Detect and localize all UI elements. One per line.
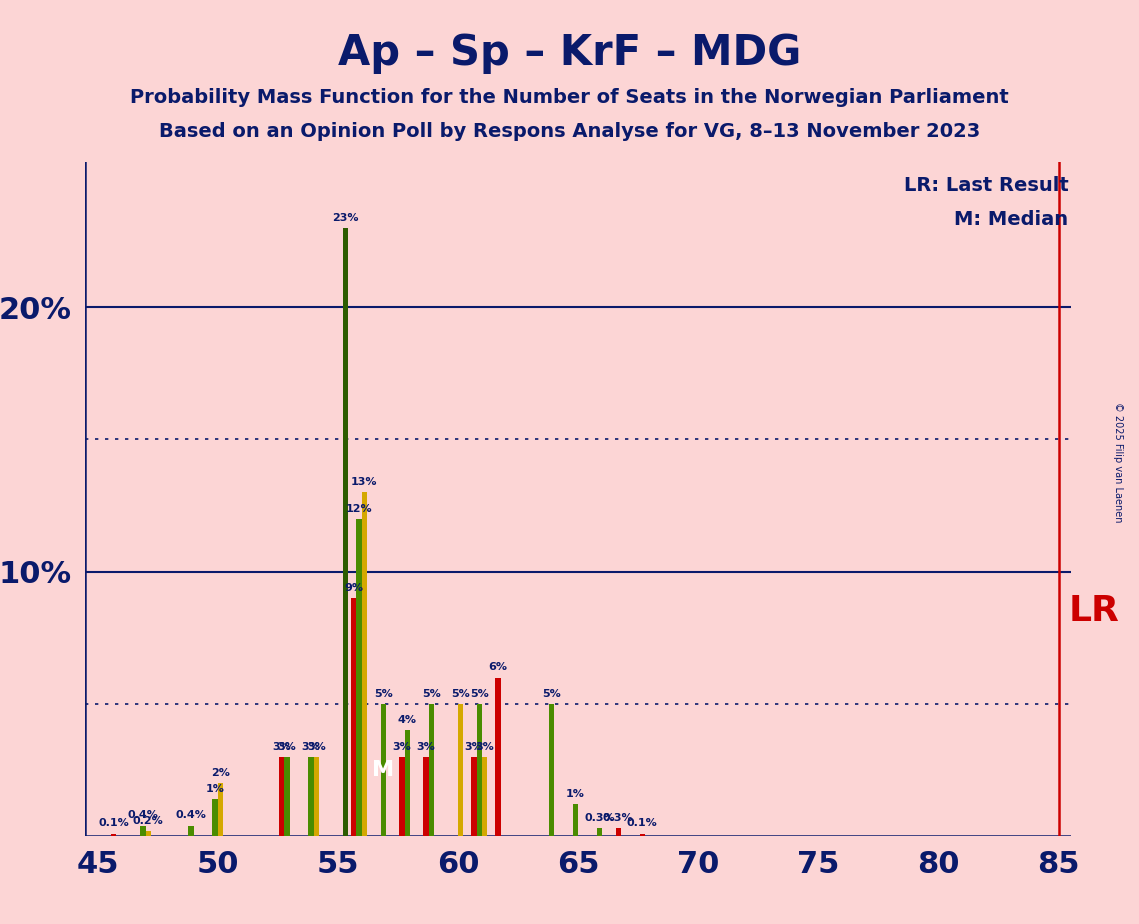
Bar (476, 704, 482, 836)
Bar (351, 598, 357, 836)
Bar (615, 828, 621, 836)
Text: 0.3%: 0.3% (603, 813, 633, 823)
Text: Based on an Opinion Poll by Respons Analyse for VG, 8–13 November 2023: Based on an Opinion Poll by Respons Anal… (158, 122, 981, 141)
Text: 5%: 5% (470, 688, 489, 699)
Bar (472, 757, 476, 836)
Text: 3%: 3% (475, 742, 494, 751)
Text: 5%: 5% (374, 688, 393, 699)
Bar (458, 704, 464, 836)
Text: 0.4%: 0.4% (128, 810, 158, 821)
Text: 3%: 3% (417, 742, 435, 751)
Bar (424, 757, 428, 836)
Text: 0.1%: 0.1% (98, 819, 129, 828)
Bar (140, 826, 146, 836)
Text: LR: LR (1068, 594, 1120, 628)
Text: LR: Last Result: LR: Last Result (903, 176, 1068, 195)
Text: M: Median: M: Median (954, 210, 1068, 229)
Text: 13%: 13% (351, 477, 378, 487)
Bar (218, 784, 223, 836)
Text: 3%: 3% (465, 742, 483, 751)
Text: 23%: 23% (333, 213, 359, 223)
Text: 0.3%: 0.3% (584, 813, 615, 823)
Text: 3%: 3% (308, 742, 326, 751)
Text: 5%: 5% (451, 688, 470, 699)
Text: M: M (372, 760, 394, 780)
Text: 2%: 2% (211, 768, 230, 778)
Bar (313, 757, 319, 836)
Text: 0.2%: 0.2% (133, 816, 164, 826)
Bar (404, 730, 410, 836)
Bar (573, 805, 579, 836)
Bar (549, 704, 554, 836)
Bar (212, 799, 218, 836)
Bar (495, 677, 501, 836)
Text: 3%: 3% (302, 742, 320, 751)
Bar (343, 228, 349, 836)
Text: 5%: 5% (421, 688, 441, 699)
Text: 3%: 3% (272, 742, 292, 751)
Text: 5%: 5% (542, 688, 560, 699)
Bar (357, 518, 362, 836)
Text: 9%: 9% (344, 583, 363, 593)
Text: Probability Mass Function for the Number of Seats in the Norwegian Parliament: Probability Mass Function for the Number… (130, 88, 1009, 107)
Text: 1%: 1% (205, 784, 224, 794)
Text: 12%: 12% (346, 504, 372, 514)
Text: 1%: 1% (566, 789, 584, 799)
Text: 3%: 3% (278, 742, 296, 751)
Bar (110, 833, 116, 836)
Bar (188, 826, 194, 836)
Bar (597, 828, 603, 836)
Bar (640, 833, 645, 836)
Bar (482, 757, 487, 836)
Text: 3%: 3% (393, 742, 411, 751)
Bar (380, 704, 386, 836)
Bar (428, 704, 434, 836)
Bar (285, 757, 289, 836)
Text: 6%: 6% (489, 663, 508, 673)
Text: 4%: 4% (398, 715, 417, 725)
Bar (362, 492, 367, 836)
Bar (146, 831, 150, 836)
Bar (400, 757, 404, 836)
Text: Ap – Sp – KrF – MDG: Ap – Sp – KrF – MDG (338, 32, 801, 74)
Text: 0.1%: 0.1% (626, 819, 657, 828)
Bar (279, 757, 285, 836)
Bar (309, 757, 313, 836)
Text: 0.4%: 0.4% (175, 810, 206, 821)
Text: © 2025 Filip van Laenen: © 2025 Filip van Laenen (1114, 402, 1123, 522)
